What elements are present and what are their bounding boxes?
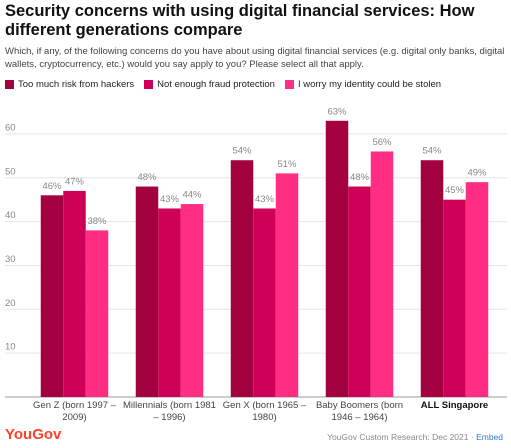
legend-item: Too much risk from hackers <box>5 79 134 90</box>
bar <box>325 120 349 398</box>
bar <box>63 190 86 397</box>
bar <box>85 230 109 397</box>
y-tick-label: 30 <box>5 254 16 265</box>
x-tick-label: ALL Singapore <box>420 400 489 411</box>
y-tick-label: 40 <box>5 210 16 221</box>
chart-title: Security concerns with using digital fin… <box>5 2 475 39</box>
data-label: 43% <box>255 194 275 205</box>
data-label: 47% <box>65 176 85 187</box>
data-label: 43% <box>160 194 180 205</box>
legend-label: I worry my identity could be stolen <box>297 79 442 90</box>
chart-subtitle: Which, if any, of the following concerns… <box>5 46 505 70</box>
legend-label: Not enough fraud protection <box>157 79 275 90</box>
legend-label: Too much risk from hackers <box>18 79 135 90</box>
legend-item: I worry my identity could be stolen <box>284 79 442 90</box>
source: YouGov Custom Research: Dec 2021 · <box>327 432 474 442</box>
data-label: 51% <box>277 159 297 170</box>
data-label: 38% <box>87 216 107 227</box>
y-tick-label: 20 <box>5 298 16 309</box>
legend-swatch <box>5 80 14 89</box>
data-label: 56% <box>372 137 392 148</box>
footer: YouGov Custom Research: Dec 2021 · Embed <box>327 432 503 442</box>
x-tick-label: Millennials (born 1981 – 1996) <box>123 400 216 423</box>
data-label: 63% <box>327 106 347 117</box>
bar <box>443 199 466 397</box>
legend-swatch <box>284 80 294 89</box>
y-tick-label: 50 <box>5 166 16 177</box>
data-label: 45% <box>445 185 465 196</box>
x-tick-label: Gen Z (born 1997 – 2009) <box>33 400 116 423</box>
y-tick-label: 60 <box>5 122 16 133</box>
bar <box>180 204 204 397</box>
data-label: 48% <box>350 172 370 183</box>
bar <box>275 173 299 397</box>
legend-item: Not enough fraud protection <box>144 79 275 90</box>
bar <box>253 208 276 397</box>
bar <box>135 186 159 397</box>
legend-swatch <box>144 80 154 89</box>
bar <box>158 208 181 397</box>
data-label: 46% <box>42 181 62 192</box>
data-label: 44% <box>182 190 202 201</box>
bar <box>465 182 489 397</box>
data-label: 49% <box>467 168 487 179</box>
bar <box>348 186 371 397</box>
bar <box>230 160 254 397</box>
data-label: 48% <box>137 172 157 183</box>
bar <box>370 151 394 397</box>
legend: Too much risk from hackers Not enough fra… <box>5 79 441 90</box>
data-label: 54% <box>422 146 442 157</box>
logo: YouGov <box>5 426 62 443</box>
x-tick-label: Baby Boomers (born 1946 – 1964) <box>315 400 404 423</box>
embed-link[interactable]: Embed <box>476 432 503 442</box>
bar <box>420 160 444 397</box>
y-tick-label: 10 <box>5 342 16 353</box>
bar <box>40 195 64 397</box>
x-tick-label: Gen X (born 1965 – 1980) <box>222 400 307 423</box>
data-label: 54% <box>232 146 252 157</box>
